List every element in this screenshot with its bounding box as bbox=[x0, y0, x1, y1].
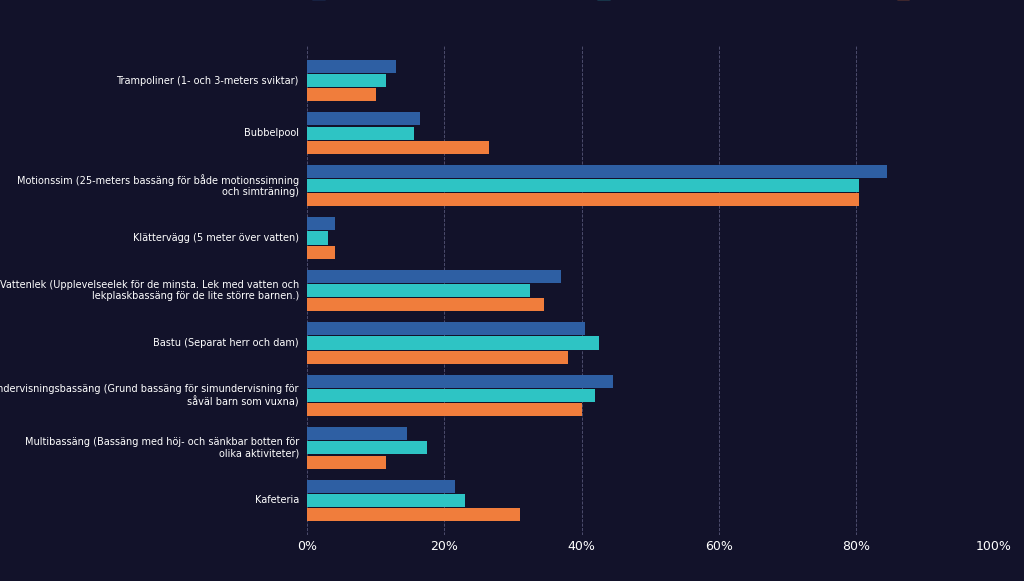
Bar bbox=[307, 112, 421, 125]
Bar bbox=[307, 508, 520, 521]
Bar bbox=[307, 88, 376, 101]
Bar bbox=[307, 298, 544, 311]
Bar bbox=[307, 322, 585, 335]
Bar bbox=[307, 246, 335, 259]
Bar bbox=[307, 494, 465, 507]
Bar bbox=[307, 165, 887, 178]
Bar bbox=[307, 427, 407, 440]
Bar bbox=[307, 480, 455, 493]
Bar bbox=[307, 284, 530, 297]
Bar bbox=[307, 456, 386, 469]
Bar bbox=[307, 127, 414, 139]
Bar bbox=[307, 350, 568, 364]
Bar bbox=[307, 74, 386, 87]
Bar bbox=[307, 403, 582, 416]
Bar bbox=[307, 193, 859, 206]
Bar bbox=[307, 270, 561, 283]
Bar bbox=[307, 231, 328, 245]
Bar bbox=[307, 60, 396, 73]
Bar bbox=[307, 217, 335, 231]
Bar bbox=[307, 141, 489, 154]
Bar bbox=[307, 336, 599, 350]
Bar bbox=[307, 179, 859, 192]
Bar bbox=[307, 375, 612, 388]
Bar bbox=[307, 389, 595, 402]
Bar bbox=[307, 442, 427, 454]
